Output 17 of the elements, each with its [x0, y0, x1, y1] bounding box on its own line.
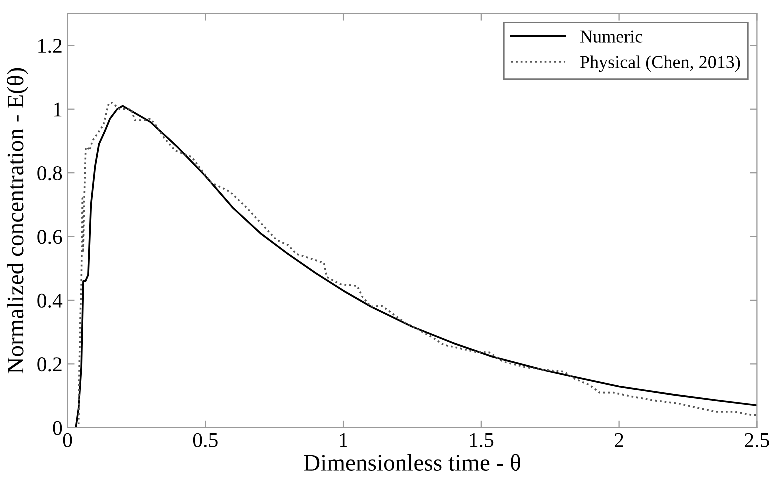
y-tick-label: 0.4 — [38, 294, 63, 308]
x-tick-label: 0.5 — [193, 433, 218, 448]
legend-label: Physical (Chen, 2013) — [580, 56, 740, 72]
x-axis-title: Dimensionless time - θ — [304, 454, 520, 472]
y-tick-label: 0.6 — [38, 230, 62, 244]
y-tick-label: 1.2 — [38, 39, 62, 54]
x-tick-label: 0 — [63, 433, 72, 448]
x-tick-label: 2 — [615, 433, 624, 448]
y-tick-label: 0.2 — [38, 358, 62, 372]
y-tick-label: 0.8 — [38, 166, 62, 181]
y-tick-label: 0 — [53, 421, 62, 436]
x-tick-label: 2.5 — [745, 433, 770, 448]
y-axis-title: Normalized concentration - E(θ) — [7, 68, 29, 374]
y-tick-label: 1 — [54, 102, 62, 117]
legend-label: Numeric — [580, 30, 643, 43]
x-tick-label: 1.5 — [470, 433, 494, 448]
x-tick-label: 1 — [340, 433, 348, 448]
